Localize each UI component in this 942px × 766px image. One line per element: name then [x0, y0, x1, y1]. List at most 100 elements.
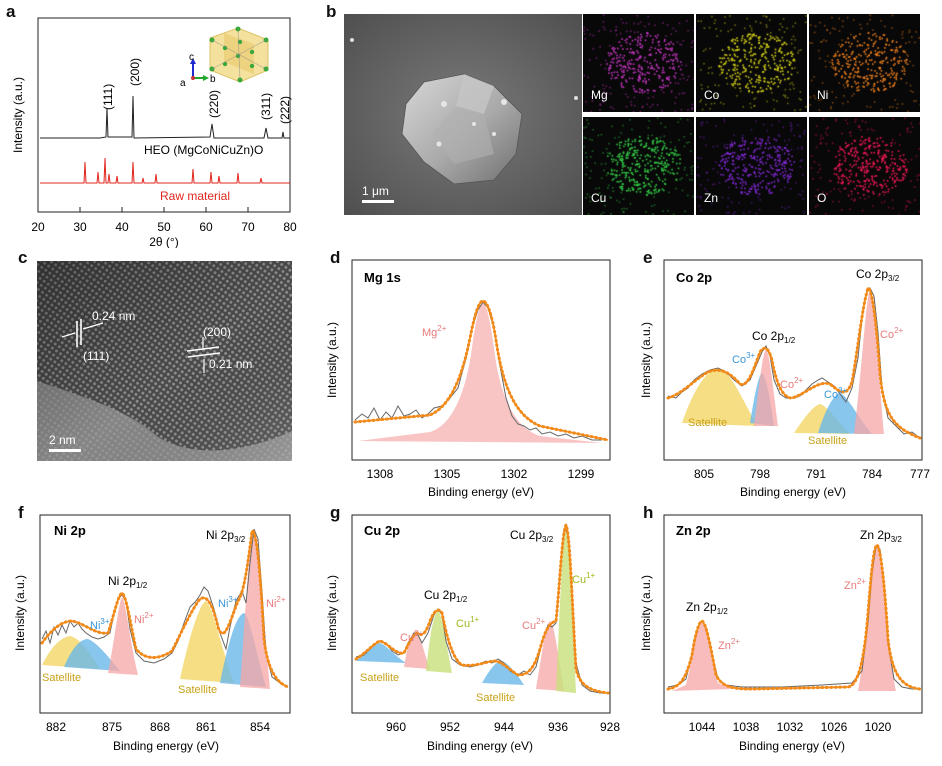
xps-title: Zn 2p [676, 523, 711, 538]
tem-scalebar-label: 2 nm [49, 433, 76, 447]
crystal-structure-icon [209, 26, 269, 83]
axis-b-label: b [210, 74, 216, 85]
xps-co2p-chart: Co 2p Co 2p1/2 Co 2p3/2 Co3+ Co2+ Co3+ C… [639, 259, 930, 499]
xrd-peak-label: (111) [101, 84, 115, 110]
satellite-label-2: Satellite [476, 692, 515, 704]
panel-label-f: f [18, 503, 24, 522]
xps-tick: 1032 [777, 720, 804, 734]
cu-satellite-1 [356, 643, 406, 663]
xps-ylabel: Intensity (a.u.) [13, 575, 27, 651]
co2p12-label: Co 2p1/2 [752, 329, 796, 345]
co2p32-label: Co 2p3/2 [856, 267, 900, 283]
cu2p32-label: Cu 2p3/2 [510, 528, 554, 544]
co2-component-2 [854, 290, 884, 434]
ni3-label-1: Ni3+ [90, 617, 110, 632]
xps-title: Mg 1s [364, 270, 401, 285]
xps-ylabel: Intensity (a.u.) [325, 575, 339, 651]
xps-ylabel: Intensity (a.u.) [639, 322, 653, 398]
ni-satellite-2 [180, 601, 234, 683]
raw-xrd-pattern [40, 157, 290, 184]
xps-ylabel: Intensity (a.u.) [639, 575, 653, 651]
sem-image: 1 μm [344, 14, 582, 215]
heo-label: HEO (MgCoNiCuZn)O [144, 143, 263, 157]
eds-map-label: Zn [704, 191, 719, 205]
ni2p12-label: Ni 2p1/2 [108, 574, 148, 590]
cu1-component-1 [426, 611, 452, 673]
raw-material-label: Raw material [160, 189, 230, 203]
xps-tick: 1026 [821, 720, 848, 734]
xps-mg1s-chart: Mg 1s Mg2+ 1308 1305 1302 1299 Binding e… [325, 259, 611, 499]
xps-tick: 952 [440, 720, 460, 734]
xps-tick: 854 [250, 720, 270, 734]
xrd-tick: 30 [73, 220, 87, 234]
eds-map-cu: Cu [583, 117, 694, 215]
xps-tick: 882 [46, 720, 66, 734]
xrd-chart: 20 30 40 50 60 70 80 2θ (°) Intensity (a… [11, 17, 297, 248]
satellite-label-1: Satellite [42, 672, 81, 684]
xps-tick: 928 [600, 720, 620, 734]
cu2p12-label: Cu 2p1/2 [424, 588, 468, 604]
xps-tick: 875 [102, 720, 122, 734]
xps-ylabel: Intensity (a.u.) [325, 322, 339, 398]
eds-map-label: Mg [591, 88, 608, 102]
satellite-label-2: Satellite [178, 684, 217, 696]
mg2-component [358, 303, 602, 443]
xps-ni2p-chart: Ni 2p Ni 2p1/2 Ni 2p3/2 Ni3+ Ni2+ Ni3+ N… [13, 514, 291, 753]
eds-map-label: O [817, 191, 827, 205]
cu1-component-2 [556, 527, 576, 693]
cu1-label-2: Cu1+ [572, 571, 596, 586]
xps-tick: 798 [750, 467, 770, 481]
eds-map-ni: Ni [809, 14, 920, 112]
xps-tick: 1308 [367, 467, 394, 481]
eds-map-canvas [809, 14, 920, 112]
xps-tick: 868 [150, 720, 170, 734]
panel-label-g: g [330, 503, 341, 522]
panel-label-b: b [326, 2, 337, 21]
xrd-tick: 70 [241, 220, 255, 234]
panel-label-a: a [6, 2, 16, 21]
co3-label-1: Co3+ [732, 351, 756, 366]
panel-label-h: h [643, 503, 654, 522]
xrd-peak-label: (220) [207, 90, 221, 118]
satellite-label-1: Satellite [688, 417, 727, 429]
zn2-component-1 [672, 623, 732, 691]
mg2-label: Mg2+ [422, 324, 447, 339]
ni2-label-1: Ni2+ [134, 611, 154, 626]
xrd-tick: 40 [115, 220, 129, 234]
ni2-component-2 [240, 529, 270, 689]
xps-tick: 1299 [568, 467, 595, 481]
plane-label-1: (111) [83, 349, 110, 363]
panel-label-c: c [18, 248, 28, 267]
xrd-tick: 20 [31, 220, 45, 234]
xrd-peak-label: (222) [278, 96, 292, 124]
zn2-label-2: Zn2+ [844, 577, 866, 592]
satellite-label-2: Satellite [808, 435, 847, 447]
eds-map-label: Cu [591, 191, 607, 205]
xrd-tick: 60 [199, 220, 213, 234]
xps-tick: 861 [196, 720, 216, 734]
eds-map-canvas [583, 117, 694, 215]
heo-xrd-pattern [40, 95, 290, 139]
ni2-component-1 [108, 597, 138, 675]
xps-tick: 1044 [689, 720, 716, 734]
xps-zn2p-chart: Zn 2p Zn 2p1/2 Zn 2p3/2 Zn2+ Zn2+ 1044 1… [639, 514, 923, 753]
zn2-label-1: Zn2+ [718, 637, 740, 652]
eds-map-co: Co [696, 14, 807, 112]
plane-label-2: (200) [203, 325, 232, 339]
xps-tick: 1305 [434, 467, 461, 481]
cu2-label-2: Cu2+ [522, 617, 546, 632]
hrtem-image: 0.24 nm (111) (200) 0.21 nm 2 nm [37, 261, 292, 461]
xps-tick: 1020 [865, 720, 892, 734]
d-spacing-label-2: 0.21 nm [209, 357, 253, 371]
xps-tick: 936 [548, 720, 568, 734]
eds-map-canvas [696, 117, 807, 215]
raw-spectrum [41, 528, 289, 688]
xps-xlabel: Binding energy (eV) [113, 739, 219, 753]
co-satellite-1 [682, 368, 757, 426]
xps-title: Co 2p [676, 270, 712, 285]
xps-title: Ni 2p [54, 523, 86, 538]
d-spacing-label-1: 0.24 nm [92, 309, 136, 323]
xps-xlabel: Binding energy (eV) [428, 485, 534, 499]
panel-label-d: d [330, 248, 341, 267]
ni2-label-2: Ni2+ [266, 595, 286, 610]
